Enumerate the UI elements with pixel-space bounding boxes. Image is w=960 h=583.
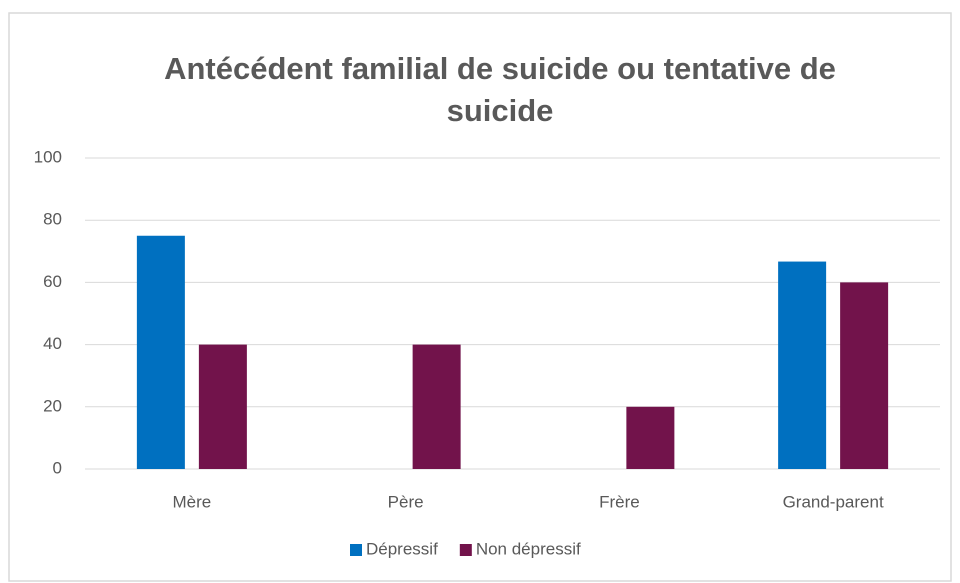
- y-tick-label: 0: [53, 458, 62, 477]
- y-tick-label: 20: [43, 396, 62, 415]
- bar: [412, 344, 461, 469]
- y-tick-label: 80: [43, 210, 62, 229]
- bar: [626, 406, 675, 469]
- legend-label: Dépressif: [366, 539, 438, 558]
- bar: [136, 235, 185, 469]
- chart-title: Antécédent familial de suicide ou tentat…: [164, 51, 836, 128]
- x-tick-label: Père: [388, 492, 424, 511]
- legend-label: Non dépressif: [476, 539, 581, 558]
- legend-swatch: [459, 544, 472, 556]
- y-tick-label: 40: [43, 334, 62, 353]
- x-tick-label: Grand-parent: [783, 492, 884, 511]
- x-tick-label: Frère: [599, 492, 640, 511]
- y-tick-label: 100: [34, 147, 62, 166]
- bar: [198, 344, 247, 469]
- bar: [840, 282, 889, 469]
- legend-swatch: [350, 544, 362, 556]
- bar: [778, 261, 827, 469]
- x-tick-label: Mère: [173, 492, 212, 511]
- y-tick-label: 60: [43, 272, 62, 291]
